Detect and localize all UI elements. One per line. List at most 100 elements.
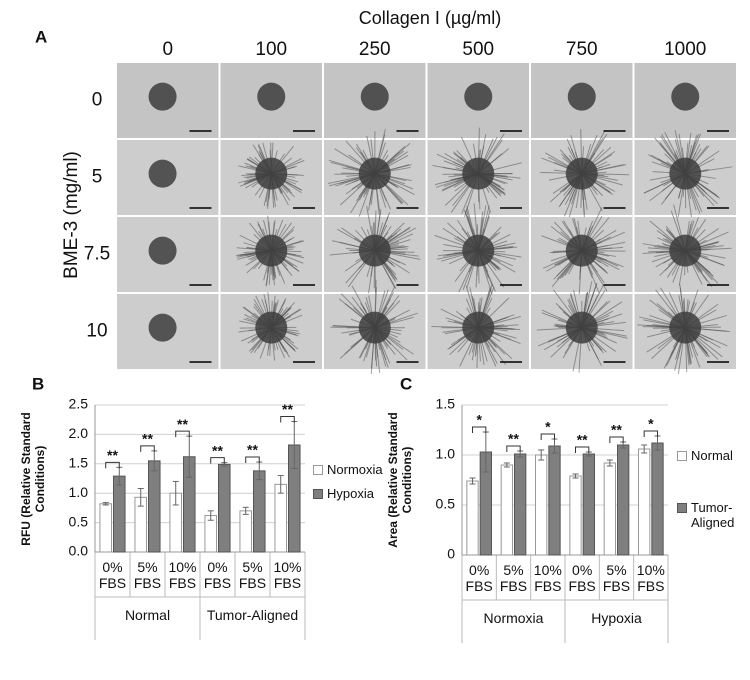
bar	[500, 464, 514, 556]
significance-bracket	[140, 445, 155, 452]
bar	[569, 475, 582, 556]
micrograph	[324, 129, 426, 217]
significance-label: **	[177, 416, 188, 432]
x-tick-label: 10% FBS	[533, 562, 562, 594]
micrograph	[427, 63, 529, 138]
x-tick-label: 5% FBS	[238, 559, 267, 591]
error-bar	[137, 487, 144, 507]
significance-label: **	[247, 442, 258, 458]
significance-bracket	[245, 456, 260, 464]
error-bar	[207, 510, 214, 521]
spheroid	[565, 234, 598, 267]
significance-label: **	[577, 432, 588, 448]
column-label: 100	[255, 39, 287, 60]
significance-label: **	[282, 401, 293, 417]
micrograph	[324, 280, 426, 374]
spheroid	[565, 157, 598, 190]
spheroid	[669, 234, 702, 267]
spheroid	[255, 234, 288, 267]
spheroid	[464, 82, 493, 111]
y-axis-title: Area (Relative Standard Conditions)	[386, 412, 414, 548]
spheroid	[148, 236, 177, 265]
bar	[535, 454, 548, 556]
error-bar	[503, 462, 510, 468]
legend-entry: Hypoxia	[313, 486, 393, 501]
y-tick-label: 0.5	[436, 496, 456, 512]
spheroid	[148, 82, 177, 111]
spheroid	[148, 159, 177, 188]
bar	[466, 480, 479, 556]
micrograph	[117, 63, 219, 138]
y-tick-label: 2.5	[69, 396, 89, 412]
micrograph	[117, 294, 219, 369]
bar	[651, 442, 664, 556]
y-tick-label: 1.5	[69, 455, 89, 471]
significance-bracket	[210, 457, 225, 464]
significance-bracket	[175, 430, 190, 438]
x-tick-label: 5% FBS	[133, 559, 162, 591]
micrograph	[634, 63, 736, 138]
significance-label: **	[508, 431, 519, 447]
significance-bracket	[105, 461, 120, 469]
bar	[603, 462, 616, 556]
significance-label: **	[611, 422, 622, 438]
spheroid	[358, 234, 391, 267]
error-bar	[172, 480, 179, 506]
micrograph	[427, 127, 529, 219]
error-bar	[641, 444, 648, 454]
micrograph	[117, 217, 219, 292]
spheroid	[358, 311, 391, 344]
row-label: 5	[92, 167, 103, 188]
legend-swatch	[313, 465, 323, 475]
x-tick-label: 5% FBS	[499, 562, 528, 594]
legend-swatch	[313, 489, 323, 499]
spheroid	[255, 157, 288, 190]
panel-label: A	[35, 27, 47, 46]
bar	[638, 448, 651, 556]
bar	[113, 475, 126, 553]
x-tick-label: 0% FBS	[203, 559, 232, 591]
x-tick-label: 10% FBS	[636, 562, 665, 594]
significance-label: **	[107, 447, 118, 463]
x-tick-label: 10% FBS	[168, 559, 197, 591]
bar	[218, 463, 231, 553]
column-label: 0	[162, 39, 173, 60]
spheroid	[255, 311, 288, 344]
micrograph	[634, 130, 736, 220]
significance-label: *	[648, 416, 654, 432]
significance-bracket	[609, 436, 624, 443]
spheroid	[671, 82, 700, 111]
significance-bracket	[472, 426, 487, 433]
column-title: Collagen I (µg/ml)	[359, 8, 501, 28]
micrograph	[117, 140, 219, 215]
legend-swatch	[677, 451, 687, 461]
bar	[514, 453, 527, 556]
error-bar	[606, 459, 613, 467]
y-tick-label: 2.0	[69, 425, 89, 441]
micrograph	[427, 203, 529, 295]
x-tick-label: 0% FBS	[465, 562, 493, 594]
group-label: Hypoxia	[591, 610, 642, 626]
legend-label: Normoxia	[327, 462, 383, 477]
y-tick-label: 0	[447, 546, 455, 562]
bar	[253, 470, 266, 553]
bar	[582, 453, 595, 556]
group-label: Normoxia	[483, 610, 544, 626]
error-bar	[277, 475, 284, 494]
significance-label: *	[476, 412, 482, 428]
row-title: BME-3 (mg/ml)	[61, 151, 82, 279]
x-tick-label: 0% FBS	[568, 562, 596, 594]
micrograph	[324, 63, 426, 138]
spheroid	[462, 311, 495, 344]
micrograph	[634, 204, 736, 292]
error-bar	[572, 473, 579, 479]
micrograph	[324, 205, 426, 294]
micrograph	[220, 215, 322, 292]
micrograph	[531, 63, 633, 138]
bar	[204, 515, 217, 553]
micrograph	[531, 281, 633, 373]
significance-bracket	[540, 433, 555, 440]
column-label: 500	[462, 39, 494, 60]
significance-bracket	[575, 446, 590, 453]
